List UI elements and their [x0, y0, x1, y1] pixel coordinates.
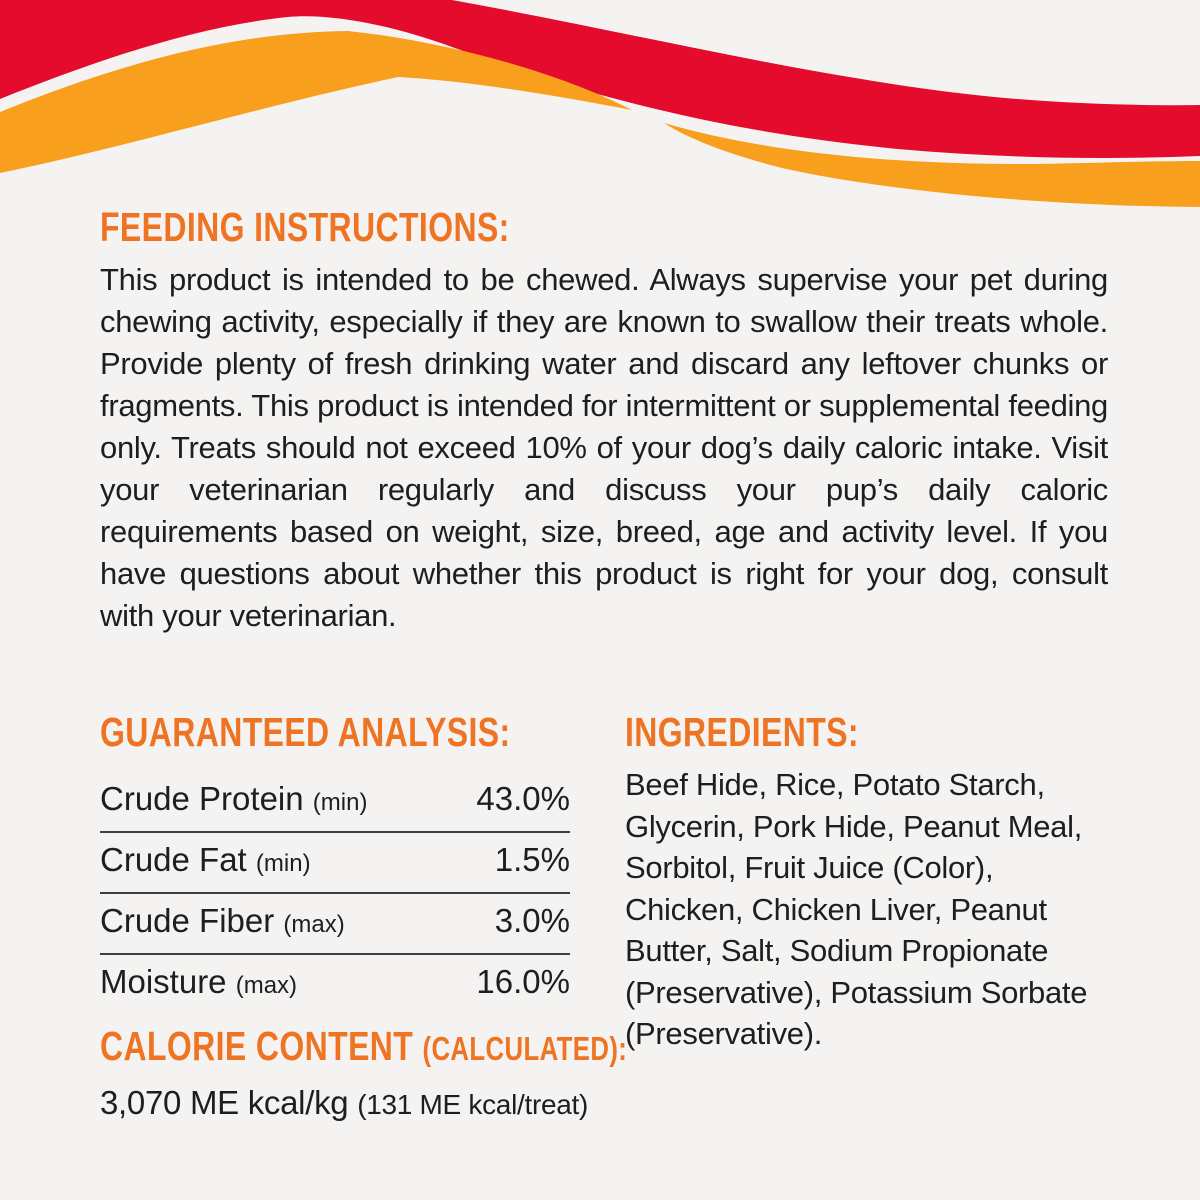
nutrient-value: 3.0% — [494, 902, 570, 939]
nutrient-qualifier: (max) — [235, 972, 298, 999]
table-row: Moisture (max) 16.0% — [100, 953, 570, 1014]
calorie-content-qualifier: (CALCULATED): — [422, 1030, 628, 1067]
nutrient-label: Crude Protein (min) — [100, 780, 368, 817]
nutrient-value: 43.0% — [476, 780, 570, 817]
nutrient-value: 16.0% — [476, 963, 570, 1000]
nutrient-qualifier: (min) — [312, 789, 368, 816]
nutrient-value: 1.5% — [494, 841, 570, 878]
calorie-content-heading: CALORIE CONTENT (CALCULATED): — [100, 1023, 628, 1069]
header-swoosh-graphic — [0, 0, 1200, 207]
orange-swoosh-left-ribbon — [0, 31, 632, 173]
orange-swoosh-right-ribbon — [664, 123, 1200, 207]
guaranteed-analysis-section: GUARANTEED ANALYSIS: Crude Protein (min)… — [100, 709, 627, 1125]
ingredients-heading: INGREDIENTS: — [625, 709, 859, 755]
feeding-instructions-heading: FEEDING INSTRUCTIONS: — [100, 204, 510, 250]
nutrient-label: Moisture (max) — [100, 963, 298, 1000]
ingredients-section: INGREDIENTS: Beef Hide, Rice, Potato Sta… — [625, 712, 1109, 1055]
nutrient-qualifier: (max) — [283, 911, 345, 938]
table-row: Crude Fat (min) 1.5% — [100, 831, 570, 892]
guaranteed-analysis-heading: GUARANTEED ANALYSIS: — [100, 709, 511, 755]
red-swoosh-ribbon — [0, 0, 1200, 158]
calorie-content-value: 3,070 ME kcal/kg (131 ME kcal/treat) — [100, 1083, 588, 1125]
guaranteed-analysis-table: Crude Protein (min) 43.0% Crude Fat (min… — [100, 772, 570, 1014]
table-row: Crude Protein (min) 43.0% — [100, 772, 570, 831]
nutrient-label: Crude Fiber (max) — [100, 902, 345, 939]
feeding-instructions-text: This product is intended to be chewed. A… — [100, 262, 1108, 633]
calorie-kcal-per-treat: (131 ME kcal/treat) — [357, 1089, 589, 1120]
ingredients-list: Beef Hide, Rice, Potato Starch, Glycerin… — [625, 767, 1088, 1051]
nutrient-label: Crude Fat (min) — [100, 841, 311, 878]
table-row: Crude Fiber (max) 3.0% — [100, 892, 570, 953]
feeding-instructions-section: FEEDING INSTRUCTIONS: This product is in… — [100, 207, 1108, 637]
nutrient-qualifier: (min) — [255, 850, 311, 877]
calorie-kcal-per-kg: 3,070 ME kcal/kg — [100, 1084, 349, 1121]
